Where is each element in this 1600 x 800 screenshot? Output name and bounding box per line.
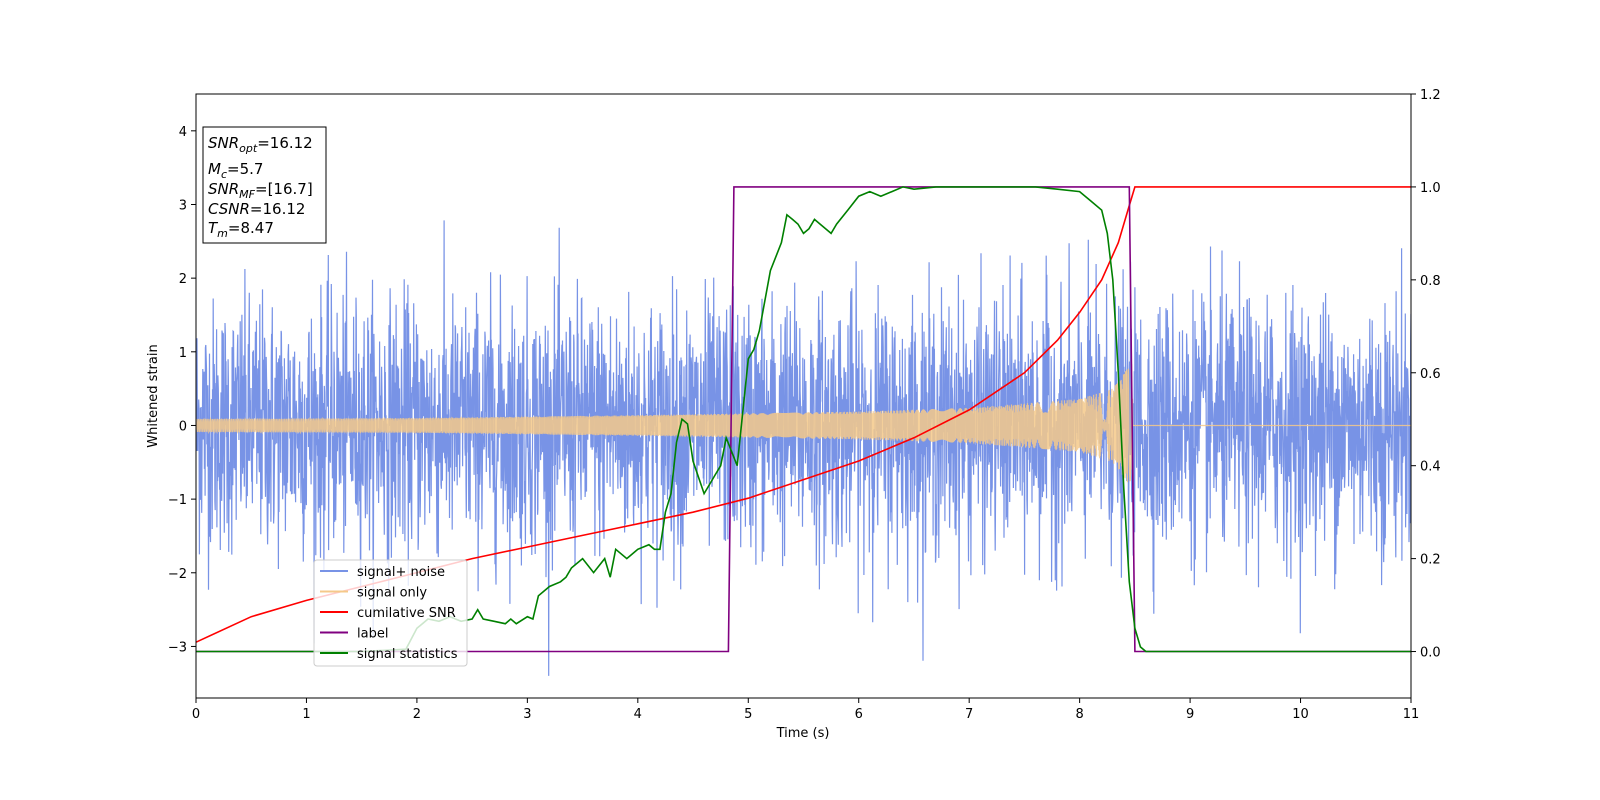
x-tick-label: 7 [965, 707, 973, 722]
y-tick-label: 3 [179, 198, 187, 213]
annot-tm: Tm=8.47 [208, 219, 274, 240]
legend-entry: label [357, 627, 388, 642]
y2-tick-label: 1.2 [1420, 88, 1441, 103]
y-axis-left: −3 −2 −1 0 1 2 3 4 [168, 125, 196, 655]
y2-tick-label: 0.6 [1420, 367, 1441, 382]
x-tick-label: 11 [1403, 707, 1420, 722]
y-tick-label: 1 [179, 346, 187, 361]
x-tick-label: 6 [855, 707, 863, 722]
x-tick-label: 8 [1075, 707, 1083, 722]
stats-annotation-box: SNRopt=16.12 Mc=5.7 SNRMF=[16.7] CSNR=16… [202, 126, 327, 244]
legend-entry: signal+ noise [357, 565, 445, 580]
annot-csnr: CSNR=16.12 [208, 200, 305, 218]
x-tick-label: 3 [523, 707, 531, 722]
x-tick-label: 5 [744, 707, 752, 722]
series-signal-statistics [196, 186, 1411, 653]
annot-snr-mf: SNRMF=[16.7] [208, 180, 313, 201]
x-tick-label: 0 [192, 707, 200, 722]
y2-tick-label: 1.0 [1420, 181, 1441, 196]
y-tick-label: −3 [168, 640, 187, 655]
axes-frame [195, 93, 1412, 699]
x-tick-label: 4 [634, 707, 642, 722]
x-tick-label: 9 [1186, 707, 1194, 722]
y-axis-label: Whitened strain [146, 344, 161, 447]
y-tick-label: −1 [168, 493, 187, 508]
y-tick-label: 4 [179, 125, 187, 140]
annot-snr-opt: SNRopt=16.12 [208, 134, 313, 155]
y-axis-right: 0.0 0.2 0.4 0.6 0.8 1.0 1.2 [1411, 88, 1441, 661]
y-tick-label: 2 [179, 272, 187, 287]
x-tick-label: 1 [302, 707, 310, 722]
y-tick-label: 0 [179, 419, 187, 434]
x-axis-label: Time (s) [776, 726, 830, 741]
y2-tick-label: 0.8 [1420, 274, 1441, 289]
annot-mc: Mc=5.7 [208, 160, 263, 181]
legend: signal+ noise signal only cumilative SNR la… [313, 559, 468, 667]
y2-tick-label: 0.0 [1420, 646, 1441, 661]
x-tick-label: 10 [1292, 707, 1309, 722]
y2-tick-label: 0.2 [1420, 553, 1441, 568]
y-tick-label: −2 [168, 567, 187, 582]
legend-entry: signal only [357, 586, 427, 601]
y2-tick-label: 0.4 [1420, 460, 1441, 475]
x-axis: 0 1 2 3 4 5 6 7 8 9 10 11 [192, 698, 1419, 722]
legend-entry: signal statistics [357, 647, 458, 662]
series-signal-only [196, 363, 1411, 483]
x-tick-label: 2 [413, 707, 421, 722]
legend-entry: cumilative SNR [357, 606, 456, 621]
